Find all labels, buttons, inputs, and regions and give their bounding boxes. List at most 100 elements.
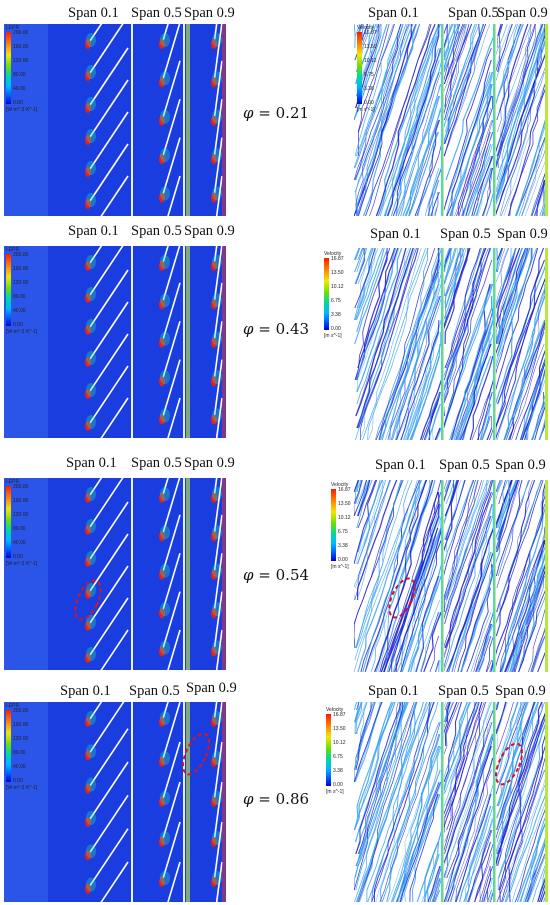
colorbar-unit: [W m^-3 K^-1] (6, 561, 38, 567)
lepr-span-09-label: Span 0.9 (184, 5, 235, 21)
colorbar-tick: 160.00 (13, 266, 29, 272)
colorbar-gradient (326, 714, 331, 786)
velocity-field (354, 24, 548, 216)
lepr-contour-plot (4, 702, 226, 902)
vel-span-05-label: Span 0.5 (439, 457, 490, 473)
colorbar-tick: 13.50 (331, 270, 344, 276)
colorbar-gradient (324, 258, 329, 330)
lepr-span-01-label: Span 0.1 (66, 455, 117, 471)
colorbar-tick: 200.00 (13, 30, 29, 36)
lepr-field (4, 702, 226, 902)
colorbar-tick: 160.00 (13, 498, 29, 504)
lepr-span-05-label: Span 0.5 (131, 5, 182, 21)
colorbar-title: LEPR (6, 25, 20, 31)
highlight-ellipse (182, 732, 210, 776)
colorbar-tick: 40.00 (13, 86, 26, 92)
colorbar-unit: [W m^-3 K^-1] (6, 785, 38, 791)
colorbar-tick: 0.00 (13, 778, 23, 784)
velocity-field (354, 248, 548, 440)
lepr-span-09-label: Span 0.9 (186, 680, 237, 696)
vel-span-09-label: Span 0.9 (495, 683, 546, 699)
colorbar-tick: 10.12 (331, 284, 344, 290)
vel-span-01-label: Span 0.1 (375, 457, 426, 473)
colorbar-tick: 80.00 (13, 750, 26, 756)
velocity-streamline-plot (354, 702, 548, 902)
colorbar-tick: 16.87 (333, 712, 346, 718)
colorbar-tick: 40.00 (13, 764, 26, 770)
colorbar-tick: 0.00 (13, 322, 23, 328)
colorbar-tick: 120.00 (13, 58, 29, 64)
colorbar-tick: 0.00 (331, 326, 341, 332)
colorbar-title: LEPR (6, 479, 20, 485)
velocity-streamline-plot (354, 248, 548, 440)
colorbar-title: Velocity (326, 707, 344, 713)
lepr-field (4, 24, 226, 216)
lepr-span-01-label: Span 0.1 (68, 223, 119, 239)
colorbar-title: LEPR (6, 247, 20, 253)
colorbar-tick: 40.00 (13, 308, 26, 314)
colorbar-tick: 3.38 (338, 543, 348, 549)
colorbar-gradient (6, 254, 11, 326)
vel-span-01-label: Span 0.1 (370, 226, 421, 242)
colorbar-tick: 200.00 (13, 708, 29, 714)
colorbar-title: Velocity (357, 25, 375, 31)
lepr-span-05-label: Span 0.5 (129, 683, 180, 699)
lepr-field (4, 478, 226, 670)
colorbar-gradient (6, 486, 11, 558)
colorbar-tick: 200.00 (13, 252, 29, 258)
colorbar-tick: 10.12 (364, 58, 377, 64)
colorbar-unit: [m s^-1] (324, 333, 342, 339)
lepr-span-05-label: Span 0.5 (131, 223, 182, 239)
vel-span-09-label: Span 0.9 (497, 5, 548, 21)
colorbar-tick: 6.75 (364, 72, 374, 78)
colorbar-tick: 120.00 (13, 512, 29, 518)
colorbar-tick: 13.50 (364, 44, 377, 50)
lepr-contour-plot (4, 478, 226, 670)
colorbar-tick: 10.12 (338, 515, 351, 521)
vel-span-09-label: Span 0.9 (497, 226, 548, 242)
highlight-ellipse (74, 579, 102, 621)
lepr-contour-plot (4, 246, 226, 438)
lepr-contour-plot (4, 24, 226, 216)
phi-label: φ = 0.21 (243, 104, 310, 122)
colorbar-tick: 6.75 (333, 754, 343, 760)
colorbar-title: LEPR (6, 703, 20, 709)
colorbar-tick: 0.00 (338, 557, 348, 563)
colorbar-tick: 80.00 (13, 72, 26, 78)
colorbar-tick: 3.38 (364, 86, 374, 92)
colorbar-unit: [m s^-1] (326, 789, 344, 795)
colorbar-tick: 6.75 (331, 298, 341, 304)
vel-span-01-label: Span 0.1 (368, 683, 419, 699)
colorbar-gradient (6, 32, 11, 104)
colorbar-tick: 160.00 (13, 722, 29, 728)
colorbar-tick: 200.00 (13, 484, 29, 490)
colorbar-tick: 0.00 (13, 100, 23, 106)
colorbar-tick: 13.50 (333, 726, 346, 732)
lepr-field (4, 246, 226, 438)
colorbar-tick: 40.00 (13, 540, 26, 546)
highlight-ellipse (495, 742, 523, 786)
colorbar-tick: 80.00 (13, 294, 26, 300)
colorbar-tick: 0.00 (364, 100, 374, 106)
vel-span-05-label: Span 0.5 (440, 226, 491, 242)
vel-span-05-label: Span 0.5 (448, 5, 499, 21)
colorbar-title: Velocity (331, 482, 349, 488)
colorbar-unit: [W m^-3 K^-1] (6, 107, 38, 113)
colorbar-gradient (331, 489, 336, 561)
velocity-streamline-plot (354, 24, 548, 216)
colorbar-tick: 6.75 (338, 529, 348, 535)
velocity-field (354, 702, 548, 902)
colorbar-tick: 120.00 (13, 736, 29, 742)
colorbar-tick: 16.87 (331, 256, 344, 262)
colorbar-gradient (357, 32, 362, 104)
lepr-span-09-label: Span 0.9 (184, 455, 235, 471)
colorbar-gradient (6, 710, 11, 782)
phi-label: φ = 0.86 (243, 790, 310, 808)
colorbar-tick: 10.12 (333, 740, 346, 746)
colorbar-tick: 0.00 (13, 554, 23, 560)
vel-span-01-label: Span 0.1 (368, 5, 419, 21)
colorbar-tick: 13.50 (338, 501, 351, 507)
colorbar-tick: 160.00 (13, 44, 29, 50)
velocity-field (354, 480, 548, 672)
phi-label: φ = 0.43 (243, 320, 310, 338)
